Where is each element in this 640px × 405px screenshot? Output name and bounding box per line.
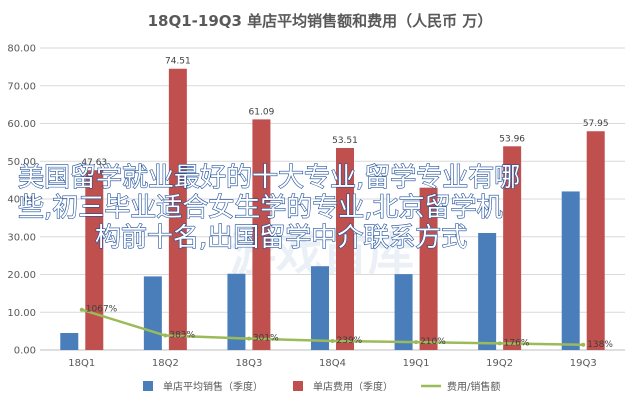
x-tick-label: 19Q2 [486, 358, 513, 369]
line-data-label: 1067% [86, 305, 118, 315]
overlay-line-1: 美国留学就业最好的十大专业,留学专业有哪 [18, 163, 520, 193]
bar-series: 47.63 74.51 61.09 53.51 53.96 57.95 [60, 57, 609, 351]
line-point [581, 342, 586, 347]
y-tick-label: 80.00 [7, 44, 36, 55]
data-label: 53.51 [332, 136, 358, 146]
y-tick-label: 40.00 [7, 195, 36, 206]
bar [478, 232, 497, 350]
y-tick-label: 20.00 [7, 270, 36, 281]
legend: 单店平均销售（季度） 单店费用（季度） 费用/销售额 [143, 380, 500, 393]
bar [586, 131, 605, 350]
line-point [330, 338, 335, 343]
overlay-line-3: 构前十名,出国留学中介联系方式 [95, 223, 467, 253]
line-point [414, 340, 419, 345]
legend-label: 费用/销售额 [447, 380, 500, 393]
x-tick-label: 18Q2 [152, 358, 179, 369]
legend-swatch [143, 381, 153, 391]
bar [143, 276, 162, 350]
y-tick-label: 30.00 [7, 232, 36, 243]
data-label: 61.09 [249, 107, 275, 117]
y-tick-label: 70.00 [7, 81, 36, 92]
bar [503, 146, 522, 350]
bar [85, 170, 104, 350]
y-tick-label: 10.00 [7, 308, 36, 319]
y-tick-label: 0.00 [14, 346, 36, 357]
line-data-label: 301% [253, 334, 279, 344]
line-series: 1067% 383% 301% 239% 210% 176% 138% [79, 305, 613, 350]
line-data-label: 138% [587, 340, 613, 350]
bar [394, 274, 413, 350]
data-label: 57.95 [583, 119, 609, 129]
line-data-label: 383% [169, 331, 195, 341]
data-label: 47.63 [81, 158, 107, 168]
bar [252, 119, 271, 350]
bar [561, 191, 580, 350]
x-tick-label: 18Q3 [235, 358, 262, 369]
overlay-line-2: 些,初三毕业适合女生学的专业,北京留学机 [18, 193, 503, 223]
x-tick-label: 18Q4 [319, 358, 346, 369]
bar [168, 68, 187, 351]
gridlines [40, 47, 625, 351]
x-tick-label: 19Q1 [403, 358, 430, 369]
bar [419, 187, 438, 350]
line-point [246, 336, 251, 341]
y-tick-label: 60.00 [7, 119, 36, 130]
x-axis-ticks: 18Q1 18Q2 18Q3 18Q4 19Q1 19Q2 19Q3 [68, 358, 596, 369]
legend-swatch [293, 381, 303, 391]
line-point [163, 333, 168, 338]
x-tick-label: 19Q3 [570, 358, 597, 369]
x-tick-label: 18Q1 [68, 358, 95, 369]
line-data-label: 176% [504, 338, 530, 348]
line-data-label: 239% [337, 336, 363, 346]
legend-label: 单店平均销售（季度） [163, 380, 263, 393]
line-point [79, 307, 84, 312]
overlay-caption: 美国留学就业最好的十大专业,留学专业有哪 些,初三毕业适合女生学的专业,北京留学… [17, 162, 520, 253]
bar [336, 147, 354, 350]
y-axis-ticks: 0.00 10.00 20.00 30.00 40.00 50.00 60.00 70.00 8… [7, 44, 36, 357]
bar [311, 266, 329, 350]
line-point [497, 341, 502, 346]
chart-title: 18Q1-19Q3 单店平均销售额和费用（人民币 万） [148, 12, 493, 30]
bar [227, 273, 246, 350]
legend-label: 单店费用（季度） [313, 380, 393, 393]
data-label: 74.51 [165, 57, 191, 67]
y-tick-label: 50.00 [7, 157, 36, 168]
data-label: 53.96 [499, 134, 525, 144]
line-data-label: 210% [420, 337, 446, 347]
bar [60, 333, 79, 350]
